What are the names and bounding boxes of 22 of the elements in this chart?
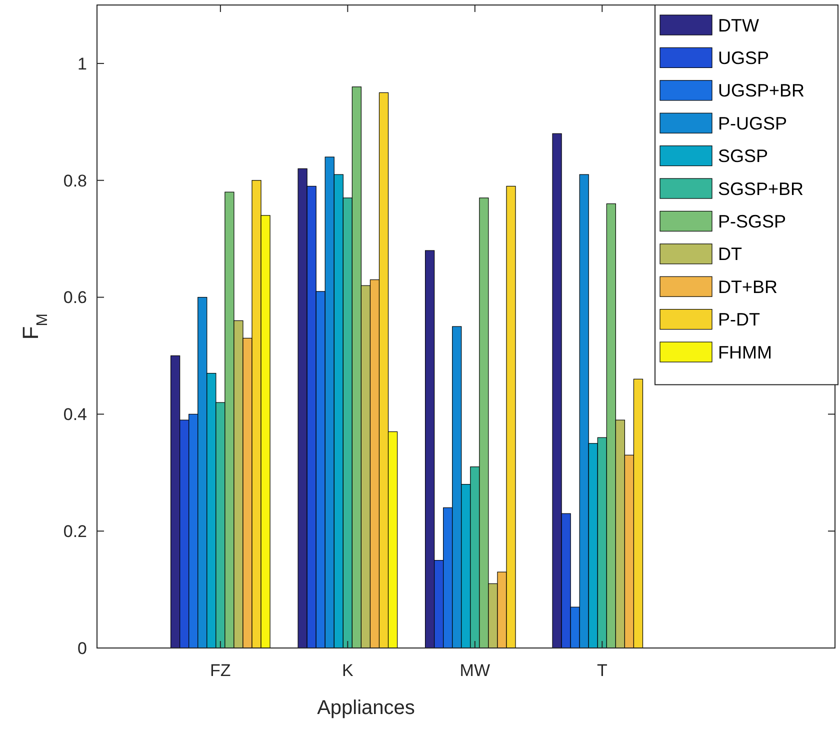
x-tick-label: MW: [460, 661, 490, 680]
x-axis-title: Appliances: [317, 697, 415, 719]
legend-label: P-UGSP: [718, 113, 788, 134]
legend-label: UGSP: [718, 48, 770, 68]
y-tick-label: 0.8: [63, 171, 87, 190]
y-tick-label: 0.4: [63, 405, 87, 424]
x-tick-label: K: [342, 661, 354, 680]
y-tick-label: 1: [78, 54, 87, 74]
x-tick-label: T: [596, 661, 608, 680]
y-tick-label: 0: [78, 638, 87, 658]
legend-label: DT+BR: [718, 276, 778, 297]
legend-label: SGSP: [718, 146, 768, 166]
y-tick-label: 0.6: [63, 288, 87, 308]
legend-label: DT: [718, 244, 742, 264]
legend-label: FHMM: [718, 342, 772, 362]
legend-label: UGSP+BR: [718, 80, 805, 101]
x-tick-label: FZ: [210, 661, 231, 680]
legend-label: DTW: [718, 15, 759, 36]
legend-label: P-DT: [718, 310, 760, 330]
y-tick-label: 0.2: [63, 522, 87, 542]
legend-label: SGSP+BR: [718, 178, 804, 199]
legend-label: P-SGSP: [718, 212, 786, 232]
